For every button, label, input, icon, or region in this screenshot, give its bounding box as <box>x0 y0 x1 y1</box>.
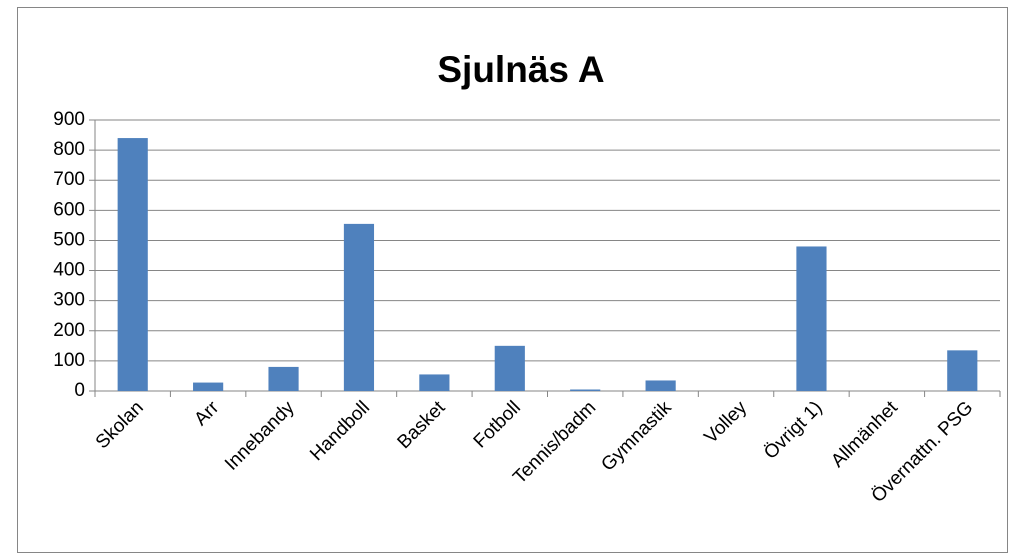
bar <box>494 345 525 391</box>
bar <box>419 374 450 391</box>
y-tick-label: 600 <box>53 199 85 220</box>
y-tick-label: 200 <box>53 320 85 341</box>
bar <box>193 382 224 391</box>
y-tick-label: 100 <box>53 350 85 371</box>
bar <box>947 350 978 391</box>
y-tick-label: 800 <box>53 139 85 160</box>
bar <box>645 380 676 391</box>
y-tick-label: 500 <box>53 229 85 250</box>
bar <box>117 138 148 391</box>
y-tick-label: 300 <box>53 290 85 311</box>
bar <box>570 389 601 391</box>
chart-title: Sjulnäs A <box>437 49 604 90</box>
y-tick-label: 0 <box>74 380 85 401</box>
y-tick-label: 400 <box>53 260 85 281</box>
y-tick-label: 700 <box>53 169 85 190</box>
bar <box>796 246 827 391</box>
y-tick-label: 900 <box>53 109 85 130</box>
chart-border <box>17 7 1008 553</box>
bar <box>343 223 375 391</box>
bar <box>268 366 299 391</box>
